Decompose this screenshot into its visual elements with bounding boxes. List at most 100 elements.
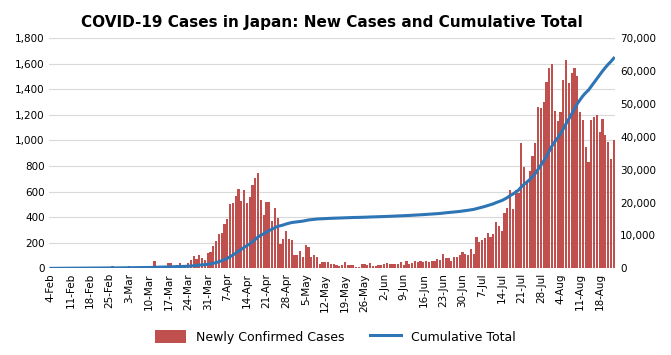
Bar [111,266,113,268]
Bar [377,265,380,268]
Bar [167,263,170,268]
Bar [321,262,323,268]
Bar [596,115,598,268]
Bar [501,231,503,268]
Bar [587,163,590,268]
Bar [117,267,119,268]
Bar [403,265,405,268]
Bar [551,64,554,268]
Bar [150,267,153,268]
Bar [590,120,592,268]
Bar [439,261,442,268]
Bar [374,266,377,268]
Bar [195,259,198,268]
Bar [557,121,559,268]
Line: Cumulative Total: Cumulative Total [51,58,614,268]
Bar [503,213,506,268]
Bar [226,219,228,268]
Bar [235,196,237,268]
Bar [442,254,444,268]
Bar [341,264,344,268]
Bar [546,82,548,268]
Bar [517,193,519,268]
Bar [448,258,450,268]
Bar [509,190,511,268]
Bar [428,262,430,268]
Bar [394,264,397,268]
Bar [260,200,262,268]
Bar [131,267,134,268]
Bar [333,264,335,268]
Bar [207,253,209,268]
Bar [201,258,203,268]
Bar [324,262,326,268]
Bar [576,76,578,268]
Bar [419,261,421,268]
Bar [610,159,612,268]
Bar [329,264,332,268]
Cumulative Total [596,73,604,77]
Bar [92,267,94,268]
Bar [338,266,340,268]
Bar [291,240,293,268]
Bar [81,267,83,268]
Bar [408,264,411,268]
Bar [248,197,251,268]
Bar [254,178,256,268]
Cumulative Total [610,56,618,60]
Bar [554,111,556,268]
Bar [229,204,231,268]
Bar [360,264,363,268]
Bar [145,266,147,268]
Bar [268,202,270,268]
Bar [484,237,486,268]
Bar [285,231,287,268]
Bar [453,257,455,268]
Bar [204,260,206,268]
Bar [548,67,550,268]
Bar [350,265,352,268]
Bar [397,264,399,268]
Bar [425,261,427,268]
Bar [584,147,587,268]
Bar [431,261,433,268]
Bar [240,201,242,268]
Bar [534,143,536,268]
Bar [414,261,416,268]
Bar [529,171,531,268]
Cumulative Total [324,216,332,220]
Bar [140,267,142,268]
Bar [445,258,447,268]
Bar [422,262,425,268]
Bar [164,266,167,268]
Bar [173,266,175,268]
Bar [498,226,500,268]
Bar [601,119,604,268]
Bar [170,263,172,268]
Bar [109,267,111,268]
Bar [176,266,178,268]
Bar [389,264,391,268]
Bar [114,267,116,268]
Bar [128,266,130,268]
Bar [178,263,180,268]
Bar [495,222,497,268]
Bar [156,266,158,268]
Bar [302,257,304,268]
Bar [193,256,195,268]
Bar [246,203,248,268]
Bar [215,241,217,268]
Bar [336,265,338,268]
Bar [148,267,150,268]
Bar [218,234,220,268]
Bar [266,202,268,268]
Bar [310,257,313,268]
Bar [593,117,595,268]
Bar [515,190,517,268]
Bar [347,265,349,268]
Bar [462,252,464,268]
Bar [344,262,346,268]
Bar [570,73,573,268]
Bar [198,256,201,268]
Bar [476,237,478,268]
